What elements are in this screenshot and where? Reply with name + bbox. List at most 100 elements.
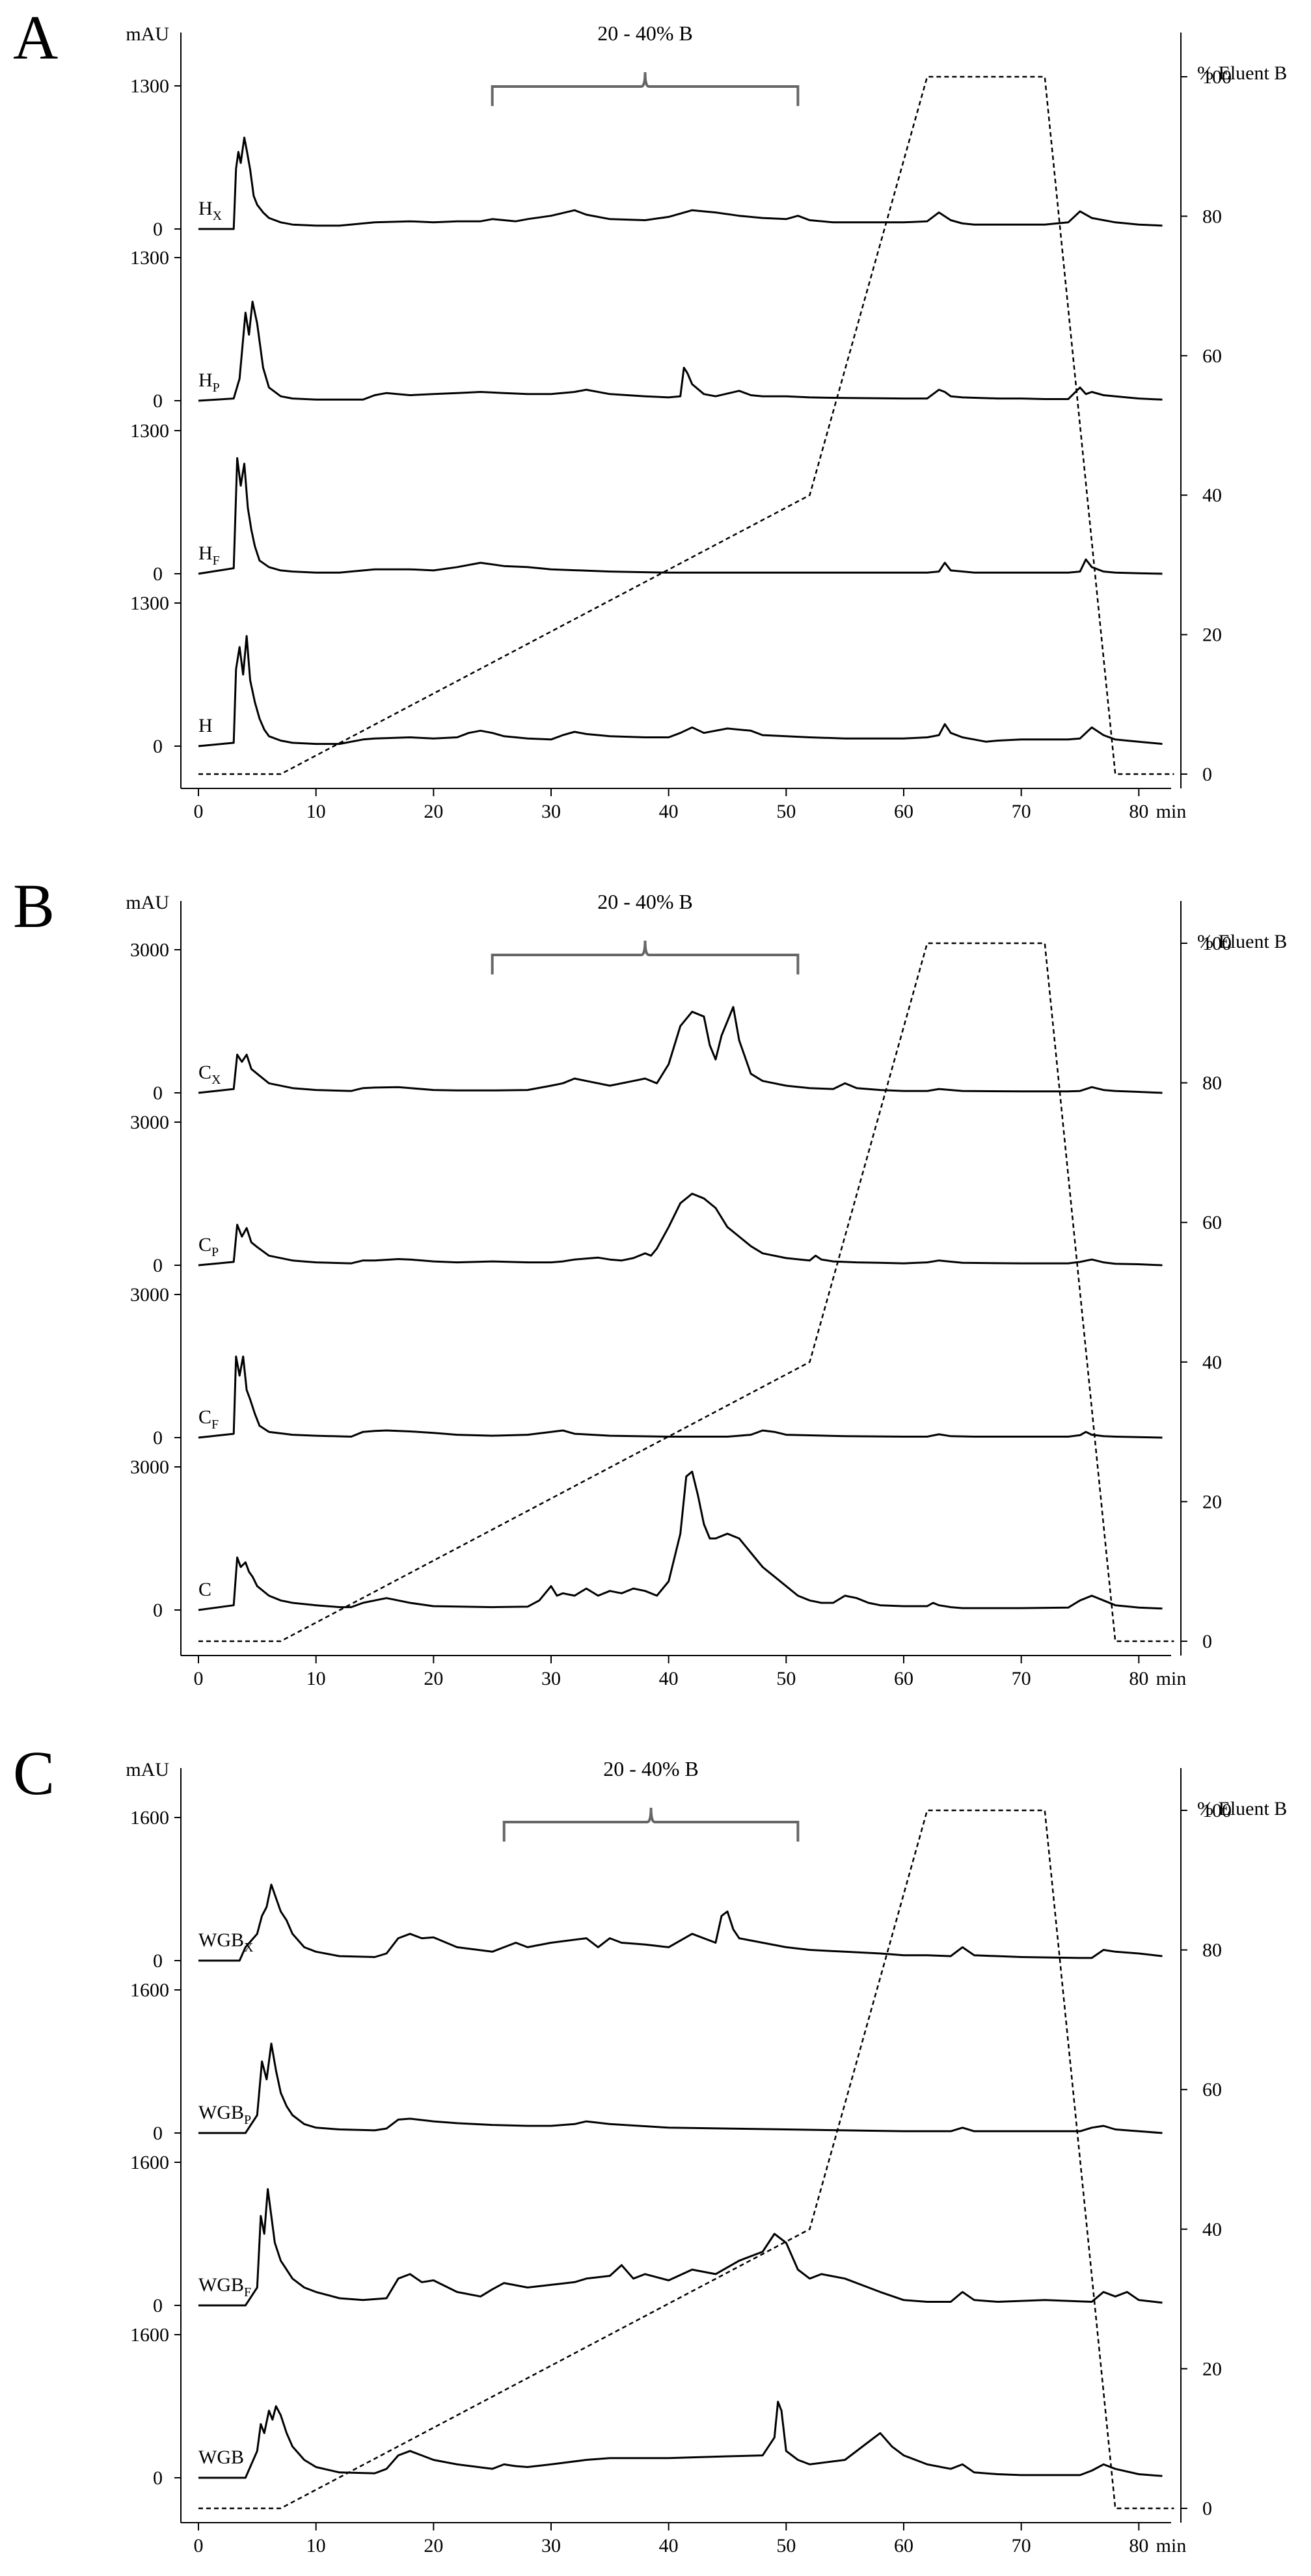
x-tick-label: 60	[894, 2535, 913, 2556]
trace-label: CF	[198, 1406, 219, 1432]
right-tick-label: 20	[1202, 1491, 1222, 1512]
panel-letter: A	[13, 3, 58, 72]
x-tick-label: 80	[1129, 1668, 1148, 1689]
trace-zero-label: 0	[153, 2467, 163, 2489]
right-tick-label: 100	[1202, 933, 1232, 954]
trace-line-c-x	[198, 1006, 1163, 1094]
trace-label: CX	[198, 1062, 221, 1087]
trace-label: HF	[198, 543, 220, 568]
x-unit-label: min	[1156, 2535, 1187, 2556]
x-tick-label: 10	[306, 801, 326, 822]
gradient-line	[198, 1809, 1174, 2510]
trace-max-label: 3000	[130, 1284, 169, 1306]
trace-line-wgb	[198, 2400, 1163, 2479]
bracket-label: 20 - 40% B	[603, 1757, 699, 1780]
x-tick-label: 70	[1012, 1668, 1031, 1689]
trace-max-label: 1300	[130, 75, 169, 97]
trace-max-label: 1600	[130, 1807, 169, 1829]
x-tick-label: 50	[776, 1668, 796, 1689]
trace-label-main: WGB	[198, 2274, 244, 2296]
right-tick-label: 80	[1202, 1940, 1222, 1961]
trace-max-label: 1300	[130, 247, 169, 269]
x-tick-label: 70	[1012, 801, 1031, 822]
trace-label-sub: P	[244, 2113, 251, 2127]
trace-label: C	[198, 1579, 211, 1600]
gradient-line	[198, 75, 1174, 775]
trace-label-sub: F	[244, 2285, 251, 2300]
y-unit-label: mAU	[126, 23, 169, 45]
trace-zero-label: 0	[153, 563, 163, 585]
gradient-bracket	[491, 940, 800, 974]
y-unit-label: mAU	[126, 892, 169, 913]
panel-letter: C	[13, 1738, 55, 1808]
trace-max-label: 3000	[130, 1456, 169, 1478]
x-tick-label: 50	[776, 801, 796, 822]
right-tick-label: 100	[1202, 1800, 1232, 1821]
trace-label-main: C	[198, 1062, 211, 1083]
trace-label-sub: P	[211, 1245, 219, 1259]
gradient-line	[198, 942, 1174, 1643]
right-tick-label: 0	[1202, 1631, 1212, 1652]
trace-label-sub: F	[213, 554, 220, 568]
x-tick-label: 20	[424, 2535, 443, 2556]
right-tick-label: 60	[1202, 2079, 1222, 2100]
trace-max-label: 3000	[130, 1112, 169, 1133]
trace-zero-label: 0	[153, 2295, 163, 2316]
x-tick-label: 80	[1129, 801, 1148, 822]
trace-line-h-f	[198, 457, 1163, 575]
x-tick-label: 30	[541, 801, 561, 822]
right-tick-label: 80	[1202, 1073, 1222, 1094]
x-unit-label: min	[1156, 801, 1187, 822]
trace-line-h-x	[198, 137, 1163, 230]
y-unit-label: mAU	[126, 1759, 169, 1780]
trace-max-label: 1600	[130, 2324, 169, 2346]
trace-max-label: 1300	[130, 593, 169, 614]
trace-label-main: C	[198, 1234, 211, 1255]
trace-label-main: WGB	[198, 2102, 244, 2123]
gradient-bracket	[502, 1807, 800, 1842]
trace-line-wgb-x	[198, 1883, 1163, 1962]
trace-label: CP	[198, 1234, 219, 1259]
right-tick-label: 60	[1202, 1212, 1222, 1233]
trace-line-wgb-f	[198, 2188, 1163, 2307]
right-tick-label: 100	[1202, 66, 1232, 88]
trace-zero-label: 0	[153, 1950, 163, 1972]
trace-label: WGBX	[198, 1929, 254, 1955]
right-tick-label: 20	[1202, 2358, 1222, 2380]
trace-label-sub: P	[213, 381, 220, 395]
trace-line-c-p	[198, 1192, 1163, 1267]
x-tick-label: 60	[894, 1668, 913, 1689]
right-axis-title: % Eluent B	[1197, 931, 1287, 952]
trace-label-sub: X	[211, 1073, 221, 1087]
trace-max-label: 1300	[130, 420, 169, 442]
x-unit-label: min	[1156, 1668, 1187, 1689]
right-tick-label: 0	[1202, 764, 1212, 785]
x-tick-label: 50	[776, 2535, 796, 2556]
trace-label-main: H	[198, 543, 213, 564]
right-tick-label: 0	[1202, 2498, 1212, 2519]
trace-line-h-p	[198, 301, 1163, 402]
trace-zero-label: 0	[153, 1427, 163, 1449]
trace-label: WGB	[198, 2447, 244, 2468]
x-tick-label: 10	[306, 1668, 326, 1689]
x-tick-label: 40	[659, 2535, 679, 2556]
gradient-bracket	[491, 72, 800, 106]
trace-label: HP	[198, 369, 220, 395]
x-tick-label: 60	[894, 801, 913, 822]
trace-zero-label: 0	[153, 736, 163, 757]
trace-label: HX	[198, 198, 223, 223]
trace-label-main: WGB	[198, 1929, 244, 1951]
trace-label-main: H	[198, 715, 213, 736]
trace-label: H	[198, 715, 213, 736]
trace-label-main: H	[198, 369, 213, 391]
x-tick-label: 80	[1129, 2535, 1148, 2556]
trace-zero-label: 0	[153, 1600, 163, 1621]
trace-zero-label: 0	[153, 2123, 163, 2144]
right-axis-title: % Eluent B	[1197, 1798, 1287, 1819]
x-tick-label: 20	[424, 1668, 443, 1689]
trace-label: WGBP	[198, 2102, 251, 2127]
